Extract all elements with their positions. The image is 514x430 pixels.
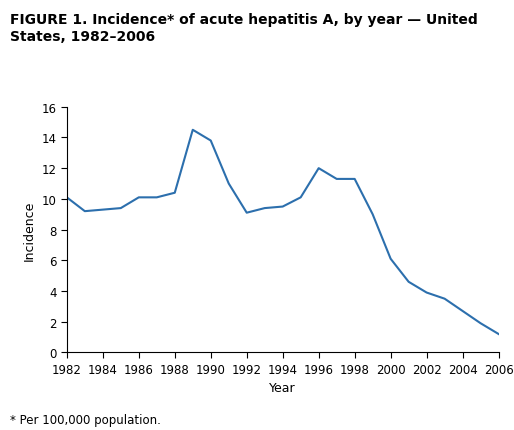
Text: * Per 100,000 population.: * Per 100,000 population.: [10, 413, 161, 426]
X-axis label: Year: Year: [269, 381, 296, 394]
Text: FIGURE 1. Incidence* of acute hepatitis A, by year — United
States, 1982–2006: FIGURE 1. Incidence* of acute hepatitis …: [10, 13, 478, 44]
Y-axis label: Incidence: Incidence: [23, 200, 36, 260]
